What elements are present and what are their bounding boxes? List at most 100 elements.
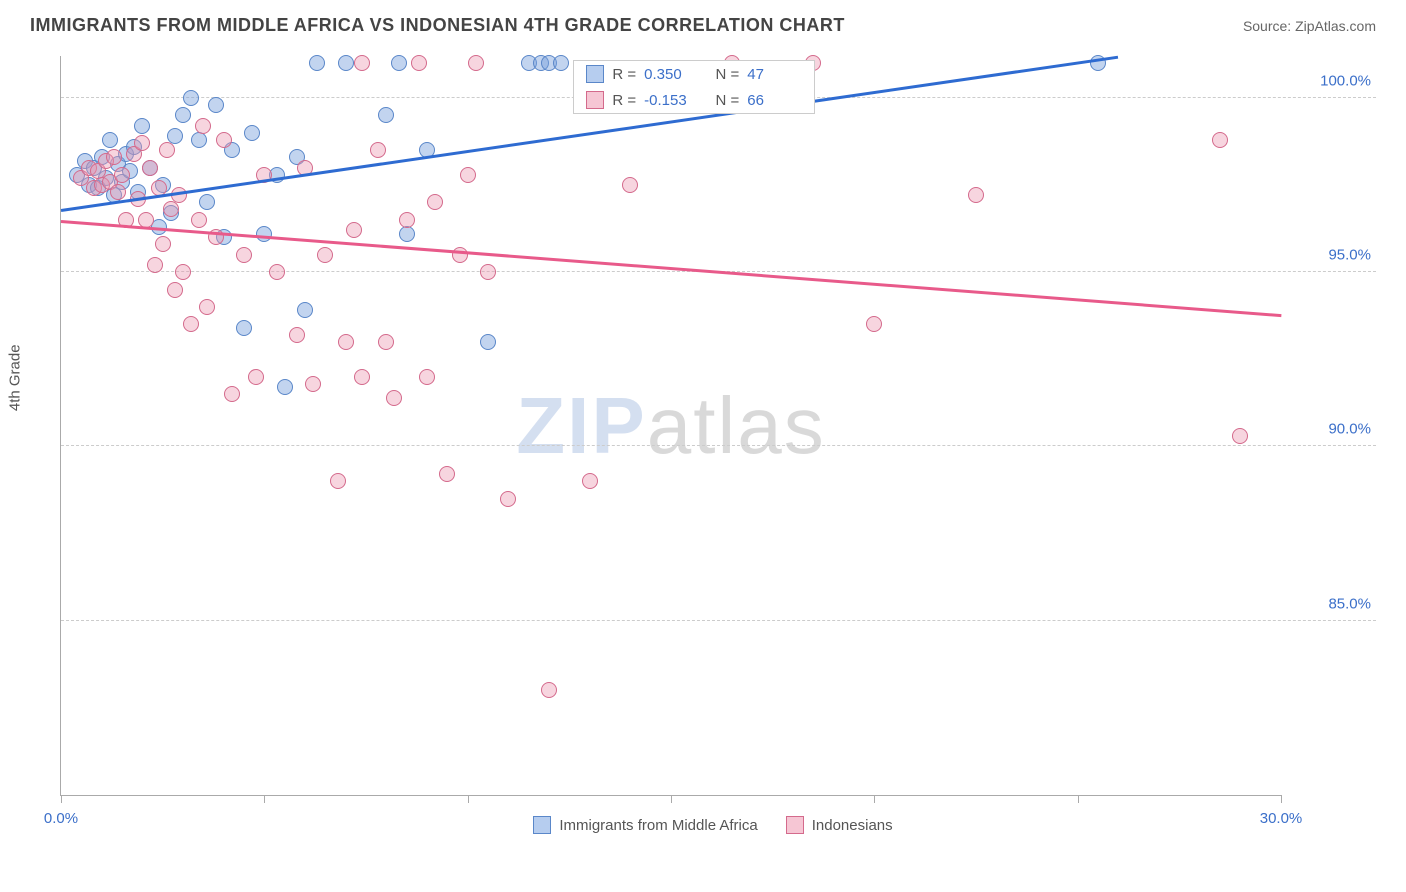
scatter-marker (622, 177, 638, 193)
scatter-marker (338, 334, 354, 350)
watermark-zip: ZIP (516, 381, 646, 470)
x-tick (264, 795, 265, 803)
scatter-marker (277, 379, 293, 395)
scatter-marker (195, 118, 211, 134)
scatter-marker (155, 236, 171, 252)
scatter-marker (134, 135, 150, 151)
scatter-marker (159, 142, 175, 158)
gridline (61, 445, 1376, 446)
scatter-marker (500, 491, 516, 507)
scatter-marker (248, 369, 264, 385)
scatter-marker (553, 55, 569, 71)
legend-bottom-label: Indonesians (812, 817, 893, 834)
scatter-marker (541, 682, 557, 698)
scatter-marker (244, 125, 260, 141)
scatter-marker (460, 167, 476, 183)
scatter-marker (256, 226, 272, 242)
scatter-marker (309, 55, 325, 71)
scatter-marker (399, 226, 415, 242)
y-axis-label: 4th Grade (7, 344, 24, 411)
y-tick-label: 95.0% (1291, 247, 1371, 264)
legend-r-label: R = (612, 66, 636, 83)
scatter-marker (480, 264, 496, 280)
legend-n-value: 47 (747, 66, 802, 83)
legend-swatch (586, 91, 604, 109)
scatter-marker (102, 132, 118, 148)
scatter-marker (305, 376, 321, 392)
legend-bottom-item: Indonesians (786, 816, 893, 834)
scatter-marker (452, 247, 468, 263)
plot-area: ZIPatlas 85.0%90.0%95.0%100.0%0.0%30.0%R… (60, 56, 1281, 796)
scatter-marker (199, 299, 215, 315)
x-tick (671, 795, 672, 803)
source-label: Source: ZipAtlas.com (1243, 18, 1376, 34)
trend-line (61, 220, 1281, 317)
scatter-marker (317, 247, 333, 263)
scatter-marker (208, 97, 224, 113)
scatter-marker (175, 107, 191, 123)
scatter-marker (147, 257, 163, 273)
x-tick (874, 795, 875, 803)
scatter-marker (199, 194, 215, 210)
legend-bottom: Immigrants from Middle Africa Indonesians (50, 816, 1376, 834)
legend-bottom-label: Immigrants from Middle Africa (559, 817, 757, 834)
scatter-marker (1232, 428, 1248, 444)
scatter-marker (1212, 132, 1228, 148)
scatter-marker (866, 316, 882, 332)
header: IMMIGRANTS FROM MIDDLE AFRICA VS INDONES… (0, 0, 1406, 46)
plot-wrap: 4th Grade ZIPatlas 85.0%90.0%95.0%100.0%… (50, 46, 1376, 826)
watermark: ZIPatlas (516, 380, 825, 472)
scatter-marker (427, 194, 443, 210)
x-tick (468, 795, 469, 803)
correlation-legend-row: R = 0.350 N = 47 (574, 61, 814, 87)
watermark-atlas: atlas (647, 381, 826, 470)
scatter-marker (191, 132, 207, 148)
correlation-legend: R = 0.350 N = 47R = -0.153 N = 66 (573, 60, 815, 114)
legend-n-label: N = (707, 66, 739, 83)
scatter-marker (386, 390, 402, 406)
scatter-marker (114, 167, 130, 183)
x-tick (1078, 795, 1079, 803)
scatter-marker (330, 473, 346, 489)
scatter-marker (354, 55, 370, 71)
scatter-marker (391, 55, 407, 71)
scatter-marker (378, 334, 394, 350)
scatter-marker (183, 90, 199, 106)
y-tick-label: 100.0% (1291, 72, 1371, 89)
legend-n-value: 66 (747, 92, 802, 109)
scatter-marker (289, 327, 305, 343)
legend-r-label: R = (612, 92, 636, 109)
scatter-marker (411, 55, 427, 71)
scatter-marker (236, 320, 252, 336)
y-tick-label: 90.0% (1291, 421, 1371, 438)
scatter-marker (968, 187, 984, 203)
scatter-marker (142, 160, 158, 176)
scatter-marker (163, 201, 179, 217)
scatter-marker (106, 149, 122, 165)
gridline (61, 620, 1376, 621)
scatter-marker (183, 316, 199, 332)
scatter-marker (346, 222, 362, 238)
scatter-marker (439, 466, 455, 482)
x-tick (61, 795, 62, 803)
chart-title: IMMIGRANTS FROM MIDDLE AFRICA VS INDONES… (30, 15, 845, 36)
y-tick-label: 85.0% (1291, 595, 1371, 612)
legend-swatch (533, 816, 551, 834)
scatter-marker (167, 282, 183, 298)
legend-swatch (586, 65, 604, 83)
scatter-marker (419, 369, 435, 385)
legend-r-value: -0.153 (644, 92, 699, 109)
legend-n-label: N = (707, 92, 739, 109)
scatter-marker (378, 107, 394, 123)
scatter-marker (171, 187, 187, 203)
scatter-marker (338, 55, 354, 71)
scatter-marker (224, 386, 240, 402)
correlation-legend-row: R = -0.153 N = 66 (574, 87, 814, 113)
scatter-marker (297, 302, 313, 318)
scatter-marker (468, 55, 484, 71)
scatter-marker (175, 264, 191, 280)
scatter-marker (480, 334, 496, 350)
scatter-marker (269, 264, 285, 280)
scatter-marker (134, 118, 150, 134)
legend-r-value: 0.350 (644, 66, 699, 83)
